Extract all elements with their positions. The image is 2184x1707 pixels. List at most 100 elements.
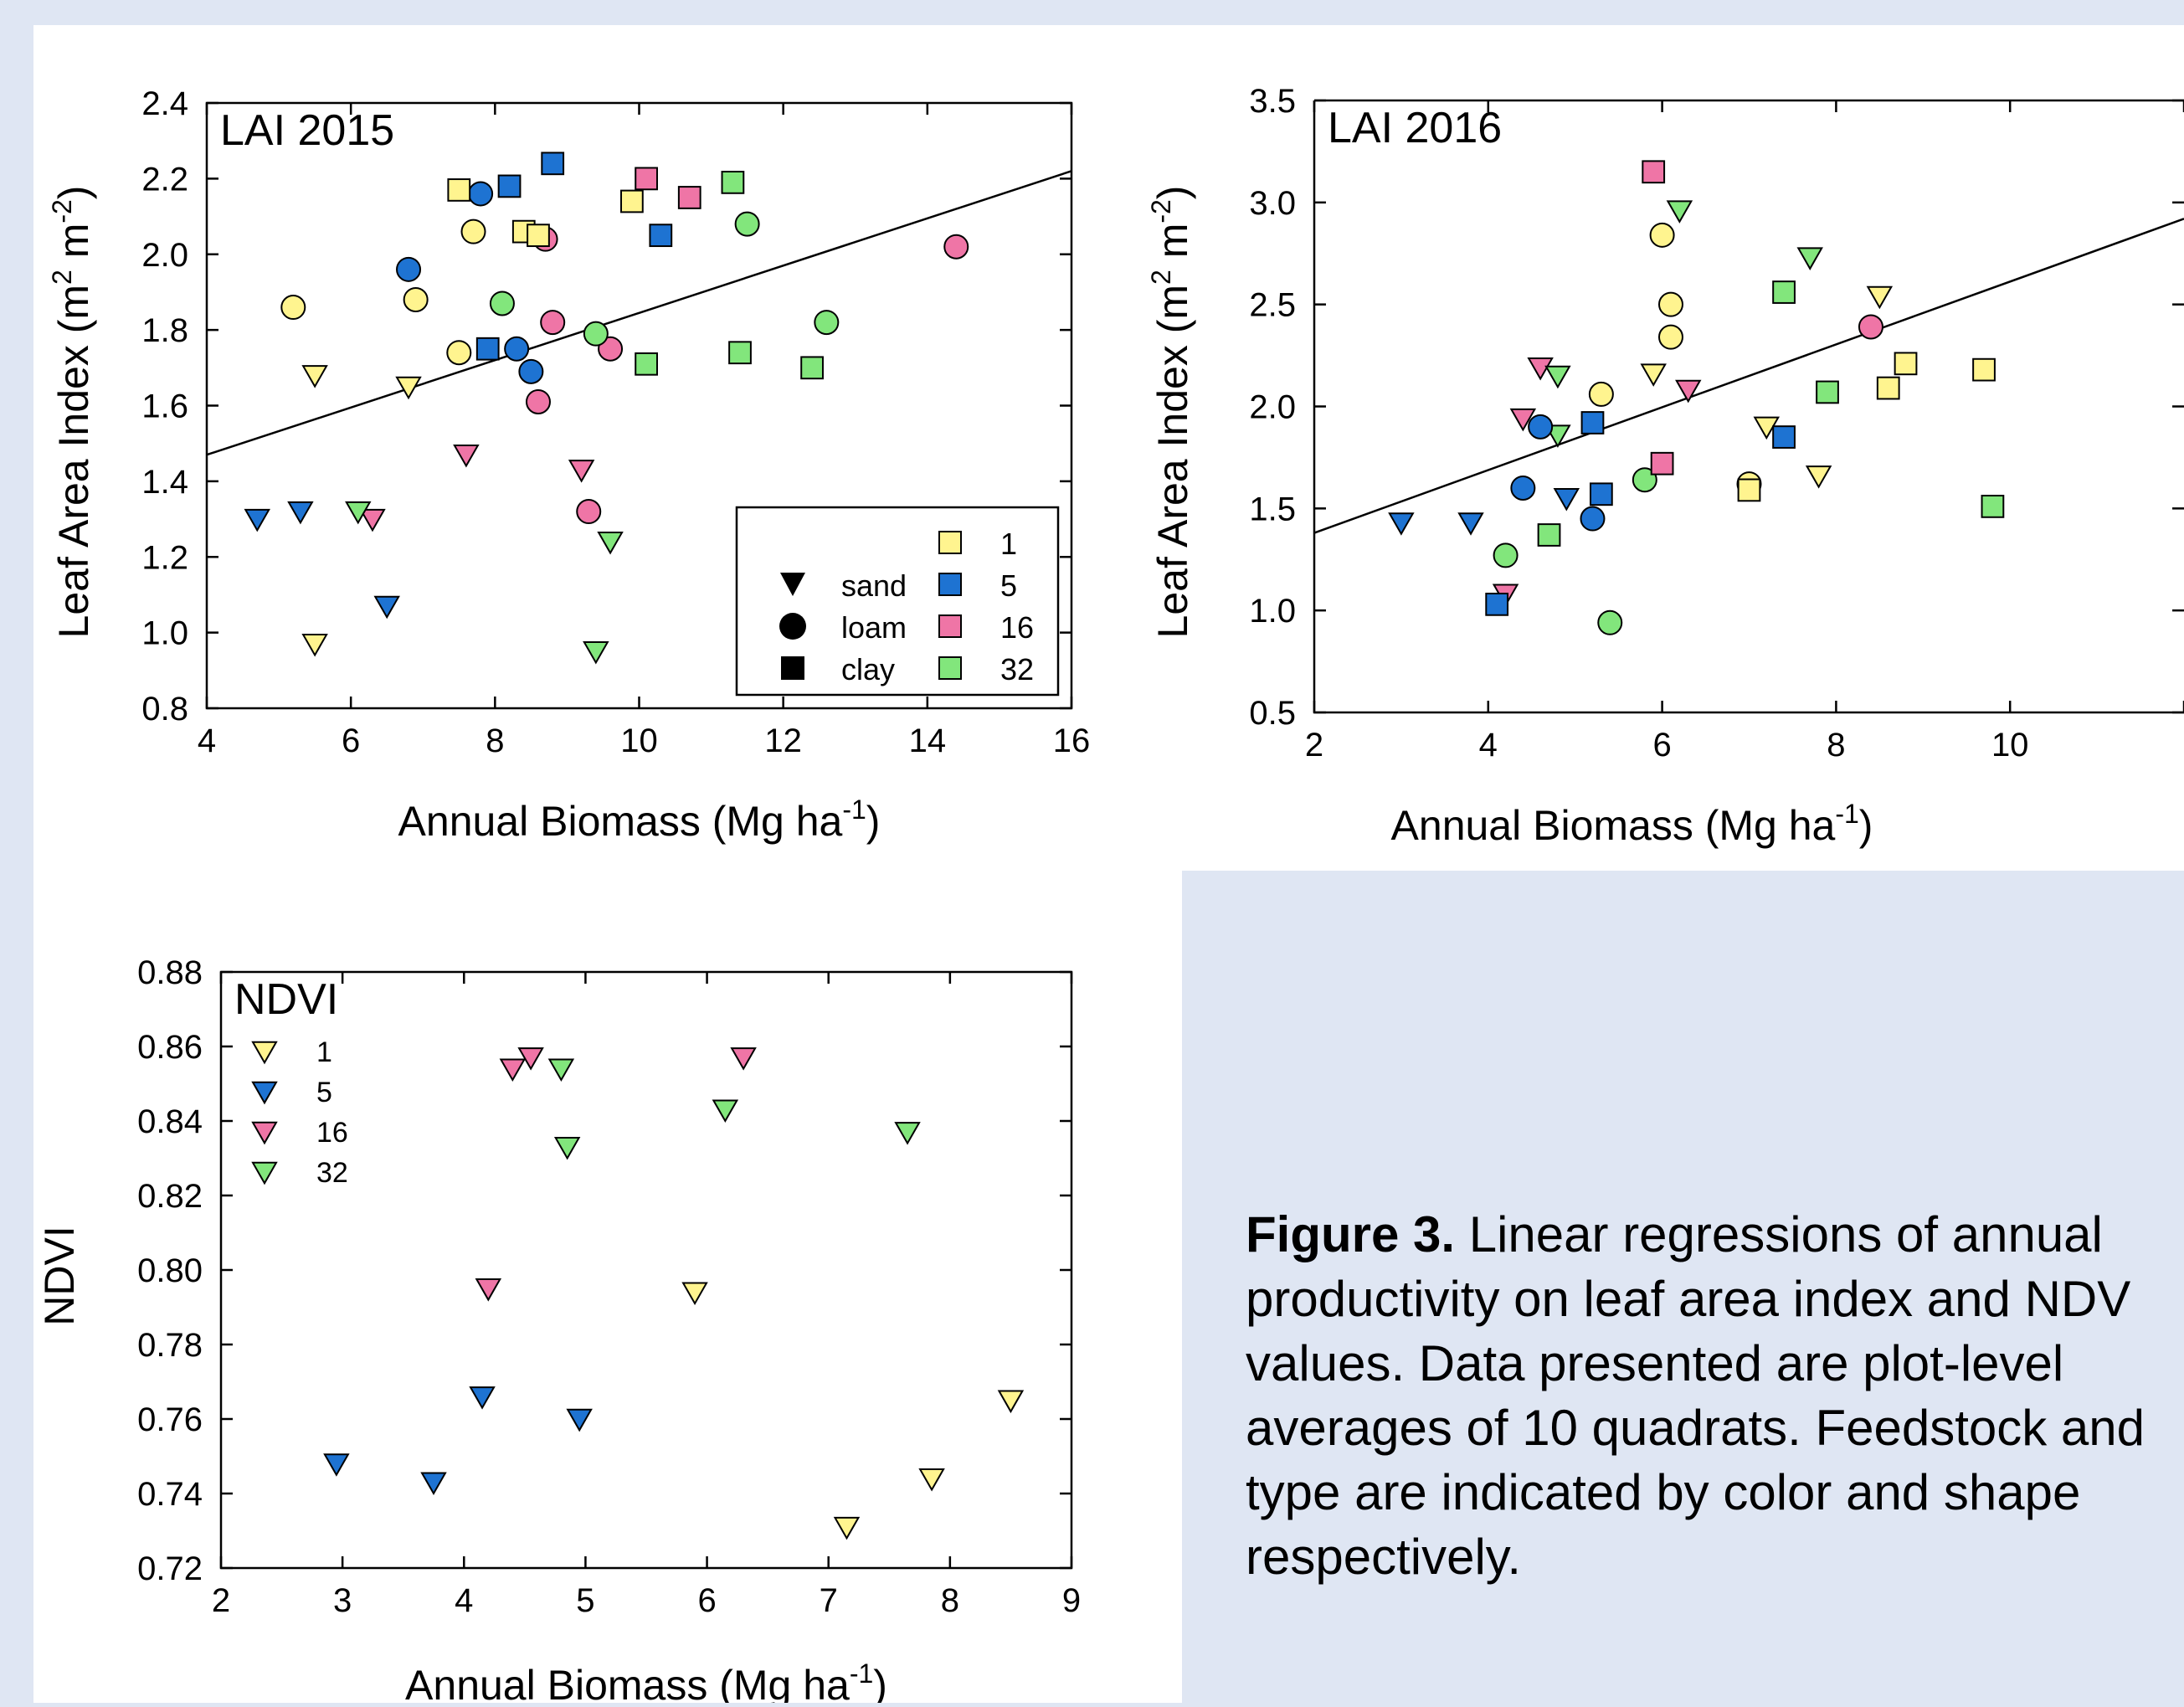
- data-point-sand-16: [475, 1278, 502, 1302]
- data-point-clay-5: [1580, 411, 1605, 434]
- legend-color-label: 5: [1000, 568, 1017, 603]
- y-axis-label-sup: -2: [1146, 199, 1176, 223]
- panel-lai-2016-background: [1147, 25, 2184, 871]
- legend-color-swatch: [938, 656, 962, 680]
- data-point-sand-1: [1866, 285, 1894, 310]
- legend-lai-2015: 1 5 16 32 sand loam clay: [735, 506, 1060, 697]
- data-point-clay-16: [1650, 451, 1674, 476]
- y-tick-label: 0.80: [137, 1252, 203, 1289]
- legend-color-swatch: [938, 614, 962, 638]
- x-axis-label: Annual Biomass (Mg ha-1): [398, 794, 881, 845]
- legend-color-label: 32: [1000, 652, 1034, 686]
- data-point-clay-16: [1642, 160, 1666, 184]
- x-tick-label: 9: [1062, 1582, 1081, 1619]
- y-axis-label: Leaf Area Index (m2 m-2): [47, 186, 97, 639]
- chart-ndvi: 0.72 0.74 0.76 0.78 0.80 0.82 0.84 0.86 0.88 2 3 4 5…: [36, 954, 1081, 1707]
- legend-shape-triangle: [780, 573, 805, 596]
- caption-line-1-text: Linear regressions of annual: [1455, 1206, 2103, 1262]
- caption-line-3: values. Data presented are plot-level: [1246, 1335, 2064, 1391]
- data-point-loam-5: [518, 358, 544, 384]
- x-tick-label: 10: [1991, 727, 2029, 764]
- legend-marker: [251, 1161, 278, 1185]
- y-tick-label: 2.0: [1249, 389, 1296, 426]
- data-point-sand-1: [681, 1282, 708, 1306]
- x-tick-label: 6: [342, 722, 360, 759]
- x-axis-label-close: ): [1859, 802, 1873, 849]
- data-point-loam-32: [583, 321, 609, 347]
- data-point-sand-5: [287, 501, 314, 525]
- data-point-sand-32: [583, 641, 609, 665]
- data-point-loam-16: [598, 336, 624, 362]
- data-point-clay-1: [447, 178, 471, 202]
- data-point-sand-16: [517, 1047, 544, 1071]
- data-point-clay-32: [1816, 380, 1839, 404]
- caption-line-4: averages of 10 quadrats. Feedstock and: [1246, 1400, 2145, 1456]
- data-point-loam-32: [489, 290, 515, 316]
- y-tick-label: 3.0: [1249, 185, 1296, 222]
- y-axis-label-text: Leaf Area Index (m: [1149, 285, 1196, 638]
- data-point-sand-1: [1640, 363, 1667, 387]
- data-point-loam-5: [1528, 414, 1554, 440]
- data-point-sand-5: [566, 1408, 593, 1432]
- data-point-clay-1: [1876, 376, 1900, 400]
- regression-line: [1313, 218, 2184, 534]
- data-point-sand-16: [499, 1058, 527, 1082]
- x-axis-label-sup: -1: [1835, 799, 1858, 829]
- data-point-sand-32: [597, 531, 624, 555]
- y-axis-label-sup: -2: [47, 199, 77, 223]
- data-point-clay-5: [475, 337, 500, 361]
- legend-label: 32: [316, 1157, 348, 1189]
- legend-marker: [251, 1041, 278, 1065]
- data-point-sand-5: [373, 595, 400, 620]
- data-point-clay-1: [1894, 352, 1918, 376]
- data-point-loam-16: [576, 499, 602, 525]
- data-point-sand-1: [301, 365, 328, 388]
- data-point-loam-16: [1858, 314, 1883, 340]
- y-tick-label: 1.2: [141, 539, 188, 576]
- data-point-loam-5: [1580, 506, 1606, 532]
- x-tick-label: 14: [909, 722, 947, 759]
- x-tick-label: 3: [333, 1582, 352, 1619]
- panel-title: NDVI: [234, 975, 338, 1024]
- data-point-sand-5: [244, 508, 270, 532]
- data-point-sand-32: [894, 1122, 921, 1145]
- data-point-sand-32: [345, 501, 372, 525]
- caption-line-5: type are indicated by color and shape: [1246, 1464, 2081, 1520]
- data-point-clay-1: [1737, 478, 1761, 502]
- y-tick-label: 0.88: [137, 954, 203, 991]
- y-tick-label: 0.86: [137, 1029, 203, 1066]
- x-axis-label-text: Annual Biomass (Mg ha: [1391, 802, 1836, 849]
- data-point-loam-5: [1510, 475, 1536, 501]
- y-axis-label-text: NDVI: [36, 1226, 83, 1325]
- legend-label: 16: [316, 1117, 348, 1149]
- legend-shape-label: sand: [841, 568, 907, 603]
- data-point-sand-5: [420, 1472, 447, 1495]
- panel-title: LAI 2016: [1328, 104, 1502, 152]
- y-tick-label: 1.6: [141, 388, 188, 425]
- data-point-clay-5: [1589, 482, 1613, 506]
- data-point-loam-1: [1657, 324, 1683, 350]
- y-tick-label: 0.5: [1249, 695, 1296, 732]
- y-tick-label: 1.0: [141, 615, 188, 652]
- data-point-loam-16: [540, 310, 566, 336]
- caption-line-1: Figure 3. Linear regressions of annual: [1246, 1202, 2184, 1267]
- y-tick-label: 3.5: [1249, 83, 1296, 120]
- x-axis-label-sup: -1: [842, 794, 866, 825]
- data-point-loam-1: [1657, 291, 1683, 317]
- data-point-loam-5: [468, 181, 494, 207]
- x-axis-label-text: Annual Biomass (Mg ha: [398, 798, 843, 845]
- data-point-sand-16: [1675, 379, 1702, 404]
- y-axis-label-sup: 2: [47, 270, 77, 285]
- legend-color-swatch: [938, 573, 962, 596]
- data-point-sand-1: [997, 1390, 1025, 1414]
- y-tick-label: 2.2: [141, 161, 188, 198]
- x-tick-label: 4: [1479, 727, 1498, 764]
- data-point-loam-1: [1649, 222, 1675, 248]
- data-point-sand-32: [547, 1058, 575, 1082]
- legend-shape-square: [781, 656, 804, 680]
- x-axis-label: Annual Biomass (Mg ha-1): [405, 1658, 887, 1703]
- data-point-clay-32: [800, 356, 824, 380]
- x-tick-label: 5: [576, 1582, 594, 1619]
- y-tick-label: 0.76: [137, 1401, 203, 1438]
